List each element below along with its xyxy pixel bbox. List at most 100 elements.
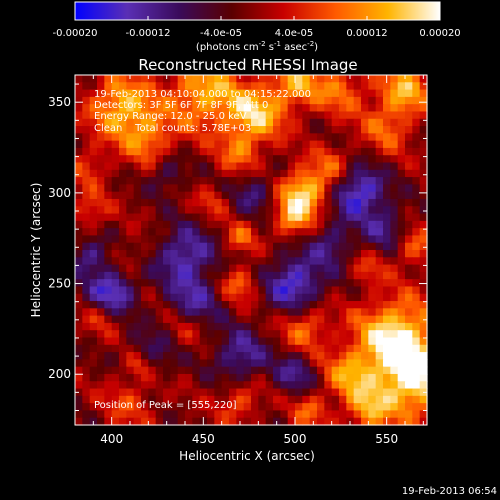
heatmap-cell <box>375 403 384 412</box>
heatmap-cell <box>148 198 157 207</box>
heatmap-cell <box>148 82 157 91</box>
heatmap-cell <box>207 271 215 280</box>
heatmap-cell <box>221 242 230 251</box>
heatmap-cell <box>412 184 421 193</box>
heatmap-cell <box>383 96 391 105</box>
heatmap-cell <box>111 162 120 171</box>
heatmap-cell <box>221 220 230 229</box>
heatmap-cell <box>97 198 105 207</box>
heatmap-cell <box>214 198 223 207</box>
heatmap-cell <box>185 373 193 382</box>
heatmap-cell <box>258 155 267 164</box>
heatmap-cell <box>243 286 252 295</box>
heatmap-cell <box>258 381 267 390</box>
heatmap-cell <box>361 315 369 324</box>
heatmap-cell <box>199 381 208 390</box>
heatmap-cell <box>185 403 193 412</box>
heatmap-cell <box>89 395 98 404</box>
heatmap-cell <box>214 140 223 149</box>
heatmap-cell <box>170 417 179 426</box>
heatmap-cell <box>405 410 413 419</box>
heatmap-cell <box>97 322 105 331</box>
heatmap-cell <box>412 271 421 280</box>
heatmap-cell <box>273 169 281 178</box>
heatmap-cell <box>287 395 296 404</box>
heatmap-cell <box>331 118 340 127</box>
heatmap-cell <box>265 235 274 244</box>
heatmap-cell <box>375 257 384 266</box>
heatmap-cell <box>405 359 413 368</box>
heatmap-cell <box>229 344 237 353</box>
heatmap-cell <box>273 140 281 149</box>
heatmap-cell <box>148 111 157 120</box>
heatmap-cell <box>280 330 289 339</box>
heatmap-cell <box>163 301 171 309</box>
heatmap-cell <box>236 315 245 324</box>
heatmap-cell <box>295 344 303 353</box>
heatmap-cell <box>229 220 237 229</box>
heatmap-cell <box>397 410 406 419</box>
heatmap-cell <box>302 279 311 288</box>
heatmap-cell <box>221 235 230 244</box>
heatmap-cell <box>361 89 369 98</box>
heatmap-cell <box>309 250 318 258</box>
heatmap-cell <box>148 315 157 324</box>
heatmap-cell <box>317 213 325 222</box>
heatmap-cell <box>346 220 355 229</box>
colorbar: -0.00020 -0.00012 -4.0e-05 4.0e-05 0.00012 0.… <box>53 1 461 53</box>
heatmap-cell <box>317 388 325 397</box>
heatmap-cell <box>221 155 230 164</box>
heatmap-cell <box>104 155 113 164</box>
heatmap-cell <box>309 330 318 339</box>
heatmap-cell <box>243 381 252 390</box>
heatmap-cell <box>236 235 245 244</box>
heatmap-cell <box>177 271 186 280</box>
heatmap-cell <box>390 322 399 331</box>
heatmap-cell <box>317 235 325 244</box>
heatmap-cell <box>221 75 230 83</box>
heatmap-cell <box>185 184 193 193</box>
heatmap-cell <box>317 104 325 113</box>
heatmap-cell <box>111 395 120 404</box>
heatmap-cell <box>141 118 149 127</box>
heatmap-cell <box>119 177 127 185</box>
x-axis-label: Heliocentric X (arcsec) <box>179 449 315 463</box>
heatmap-cell <box>324 264 333 273</box>
heatmap-cell <box>214 388 223 397</box>
heatmap-cell <box>302 162 311 171</box>
heatmap-cell <box>251 155 259 164</box>
heatmap-cell <box>133 344 142 353</box>
heatmap-cell <box>97 162 105 171</box>
heatmap-cell <box>229 388 237 397</box>
heatmap-cell <box>405 169 413 178</box>
heatmap-cell <box>383 403 391 412</box>
heatmap-cell <box>199 242 208 251</box>
heatmap-cell <box>258 308 267 317</box>
heatmap-cell <box>89 82 98 91</box>
heatmap-cell <box>412 82 421 91</box>
heatmap-cell <box>97 177 105 185</box>
heatmap-cell <box>317 250 325 258</box>
heatmap-cell <box>287 147 296 156</box>
heatmap-cell <box>368 75 377 83</box>
heatmap-cell <box>111 257 120 266</box>
heatmap-cell <box>163 388 171 397</box>
heatmap-cell <box>89 330 98 339</box>
heatmap-cell <box>199 337 208 346</box>
heatmap-cell <box>383 293 391 302</box>
heatmap-cell <box>339 118 347 127</box>
heatmap-cell <box>97 89 105 98</box>
heatmap-cell <box>97 250 105 258</box>
heatmap-cell <box>361 147 369 156</box>
heatmap-cell <box>111 220 120 229</box>
heatmap-cell <box>361 191 369 200</box>
heatmap-cell <box>339 111 347 120</box>
heatmap-cell <box>258 279 267 288</box>
heatmap-cell <box>155 352 164 360</box>
heatmap-cell <box>331 403 340 412</box>
heatmap-cell <box>353 366 362 375</box>
heatmap-cell <box>236 82 245 91</box>
heatmap-cell <box>133 96 142 105</box>
heatmap-cell <box>199 395 208 404</box>
heatmap-cell <box>324 126 333 134</box>
